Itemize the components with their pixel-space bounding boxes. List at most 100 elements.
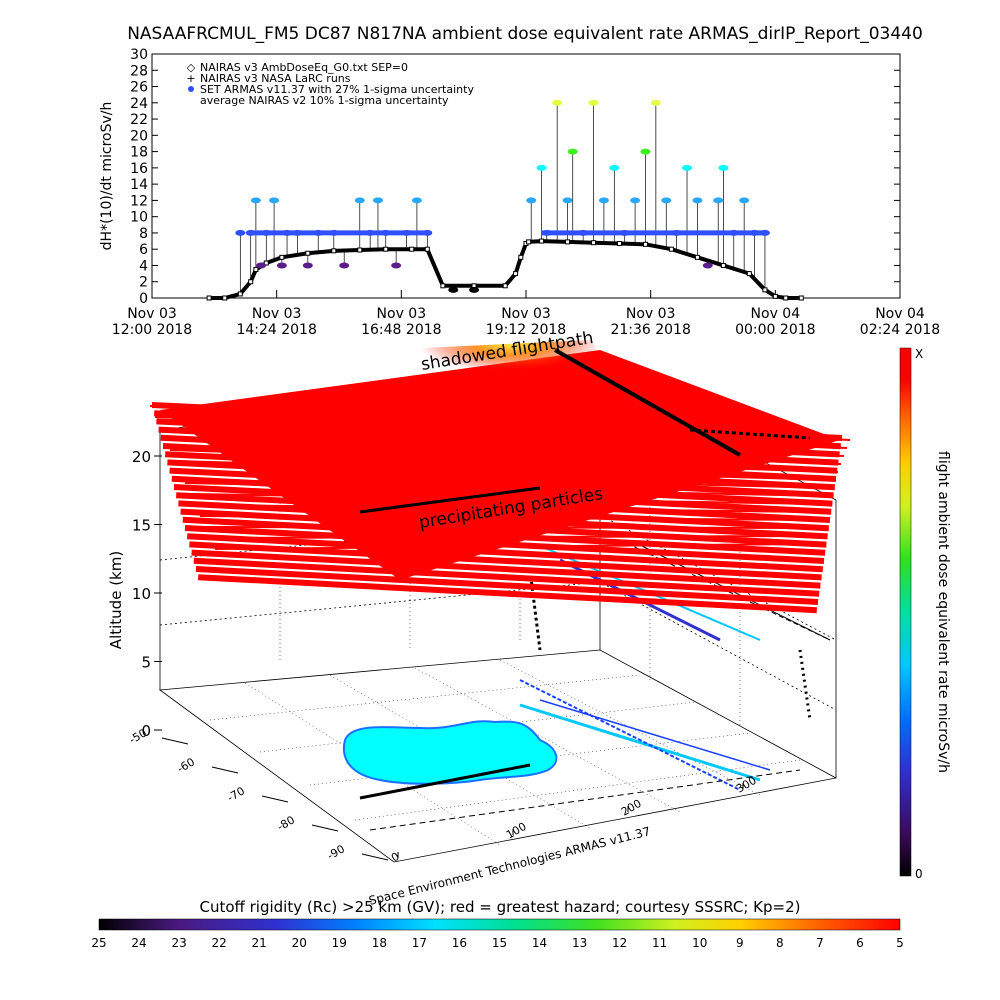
armas-point — [235, 229, 246, 236]
model-point — [591, 240, 597, 246]
particle-layer-line — [198, 574, 817, 614]
armas-point — [588, 99, 599, 106]
armas-point — [640, 148, 651, 155]
armas-point — [759, 229, 770, 236]
x-tick-label-time: 16:48 2018 — [361, 322, 441, 338]
legend-label: average NAIRAS v2 10% 1-sigma uncertaint… — [200, 94, 449, 107]
cutoff-tick-label: 19 — [332, 936, 347, 950]
model-point — [357, 247, 363, 253]
particle-layer-edge — [179, 471, 833, 489]
armas-point — [619, 229, 630, 236]
altitude-track-3 — [528, 569, 542, 651]
legend-marker: ◇ — [187, 61, 196, 74]
model-point — [513, 271, 519, 277]
cutoff-bar-rect — [98, 918, 901, 931]
latitude-tick — [261, 795, 289, 803]
armas-point — [276, 262, 287, 269]
armas-point — [282, 229, 293, 236]
colorbar-bottom-label: 0 — [915, 867, 923, 881]
armas-point — [541, 229, 552, 236]
shadowed-flight-path — [554, 348, 741, 457]
altitude-3d-panel: shadowed flightpath precipitating partic… — [107, 328, 851, 908]
series-points — [206, 99, 804, 301]
armas-point — [380, 229, 391, 236]
latitude-tick — [311, 824, 339, 832]
surface-track-diagonal — [519, 679, 741, 791]
latitude-tick-label: -70 — [225, 784, 247, 804]
armas-point — [702, 262, 713, 269]
model-point — [617, 241, 622, 247]
cutoff-tick-label: 20 — [292, 936, 307, 950]
y-tick-label: 0 — [139, 291, 148, 307]
particle-layer-edge — [209, 535, 815, 539]
y-tick-label: 20 — [130, 128, 148, 144]
colorbar-top-label: X — [915, 347, 923, 361]
dose-colorbar: X 0 flight ambient dose equivalent rate … — [899, 347, 951, 881]
altitude-ticks: 0 5 10 15 20 — [132, 448, 162, 740]
model-point — [565, 239, 571, 245]
particle-layer-line — [193, 557, 820, 597]
longitude-tick-label: 100 — [504, 820, 529, 842]
x-tick-label-date: Nov 04 — [875, 306, 925, 322]
surface-track-dashed — [369, 769, 801, 831]
armas-point — [526, 197, 537, 204]
x-tick-label-date: Nov 03 — [501, 306, 551, 322]
latitude-tick — [161, 737, 189, 745]
y-tick-label: 8 — [139, 226, 148, 242]
armas-point — [718, 164, 729, 171]
x-tick-label-date: Nov 03 — [252, 306, 302, 322]
latitude-tick-label: -90 — [325, 842, 347, 862]
x-tick-label-date: Nov 03 — [377, 306, 427, 322]
model-point — [526, 239, 532, 245]
antarctica-cutoff-region — [342, 720, 558, 785]
model-point — [783, 295, 789, 301]
armas-point — [313, 229, 324, 236]
model-point — [502, 283, 508, 289]
armas-point — [411, 197, 422, 204]
armas-point — [339, 262, 350, 269]
cutoff-tick-label: 13 — [572, 936, 587, 950]
model-point — [424, 246, 430, 252]
armas-point — [713, 197, 724, 204]
shadowed-flight-path-branch — [689, 428, 811, 440]
latitude-tick-label: -60 — [175, 755, 197, 775]
cutoff-tick-label: 16 — [452, 936, 467, 950]
armas-point — [328, 229, 339, 236]
armas-point — [245, 229, 256, 236]
y-tick-label: 16 — [130, 161, 148, 177]
cutoff-tick-label: 6 — [856, 936, 864, 950]
armas-point — [671, 229, 682, 236]
latitude-tick — [211, 766, 239, 774]
armas-point — [391, 262, 402, 269]
altitude-tick-label: 0 — [141, 722, 151, 740]
armas-point — [250, 197, 261, 204]
cutoff-tick-label: 8 — [776, 936, 784, 950]
cutoff-tick-label: 7 — [816, 936, 824, 950]
armas-point — [739, 197, 750, 204]
particle-layer-edge — [169, 449, 839, 473]
armas-point — [372, 197, 383, 204]
altitude-tick-label: 15 — [132, 517, 151, 535]
x-tick-label-time: 12:00 2018 — [112, 322, 192, 338]
particle-layer-edge — [204, 526, 818, 529]
cutoff-tick-label: 10 — [692, 936, 707, 950]
model-point — [668, 246, 674, 252]
y-tick-label: 2 — [139, 275, 148, 291]
x-tick-label-date: Nov 04 — [751, 306, 801, 322]
model-point — [772, 293, 778, 299]
y-tick-label: 6 — [139, 242, 148, 258]
model-point — [383, 246, 389, 252]
particle-layer-line — [195, 566, 819, 605]
cutoff-tick-label: 14 — [532, 936, 547, 950]
particle-layer-edge — [199, 515, 821, 521]
model-point — [206, 295, 212, 301]
particle-layer-edge — [214, 543, 812, 550]
y-axis-label: dH*(10)/dt microSv/h — [99, 102, 115, 251]
armas-point — [650, 99, 661, 106]
armas-point — [682, 164, 693, 171]
cutoff-tick-label: 17 — [412, 936, 427, 950]
